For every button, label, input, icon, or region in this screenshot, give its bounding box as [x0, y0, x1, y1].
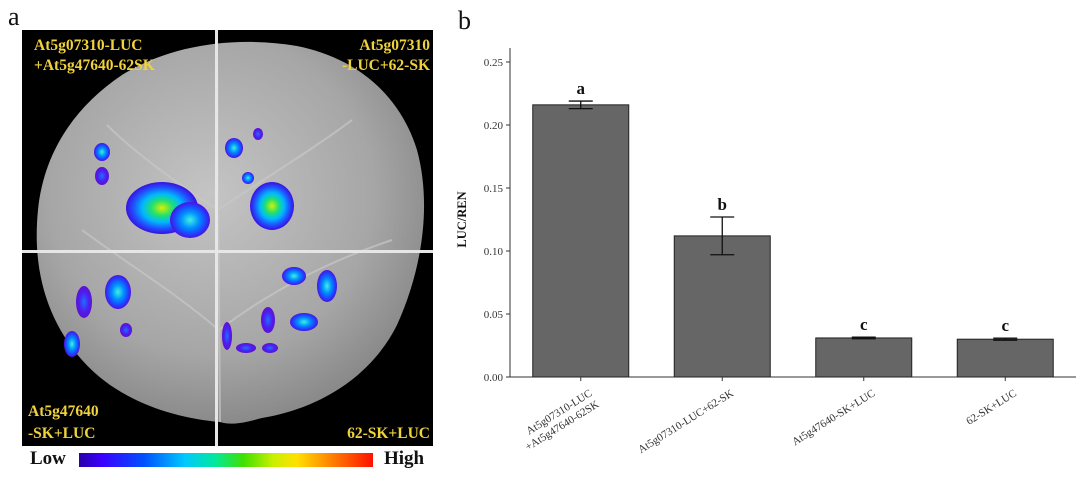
y-tick-label: 0.10: [484, 246, 504, 258]
bar: [532, 104, 630, 378]
intensity-color-scale: [79, 453, 373, 467]
y-tick-label: 0.00: [484, 372, 504, 384]
y-tick-label: 0.15: [484, 183, 504, 195]
quadrant-label-top-left-line2: +At5g47640-62SK: [34, 57, 155, 74]
leaf-shape: [36, 41, 425, 424]
y-tick-label: 0.05: [484, 309, 504, 321]
significance-letter: a: [577, 79, 586, 98]
category-label-line: At5g47640-SK+LUC: [790, 387, 877, 448]
category-label: At5g07310-LUC+At5g47640-62SK: [516, 387, 601, 453]
bar: [815, 337, 913, 378]
quadrant-divider-horizontal: [22, 250, 433, 253]
quadrant-divider-vertical: [215, 30, 218, 446]
quadrant-label-bottom-left-line2: -SK+LUC: [28, 425, 95, 442]
y-tick-label: 0.25: [484, 57, 504, 69]
category-label: 62-SK+LUC: [964, 387, 1019, 427]
quadrant-label-bottom-left-line1: At5g47640: [28, 403, 99, 420]
bar: [673, 235, 771, 378]
panel-a-letter: a: [8, 2, 20, 31]
quadrant-label-top-left-line1: At5g07310-LUC: [34, 37, 143, 54]
panel-b-letter: b: [458, 6, 471, 35]
leaf-luminescence-image: At5g07310-LUC +At5g47640-62SK At5g07310 …: [22, 30, 433, 446]
quadrant-label-top-right-line2: -LUC+62-SK: [342, 57, 430, 74]
category-label: At5g47640-SK+LUC: [790, 387, 877, 448]
luc-ren-bar-chart: 0.00 0.05 0.10 0.15 0.20 0.25 LUC/REN a At5g0731…: [455, 48, 1076, 456]
category-label-line: 62-SK+LUC: [964, 387, 1019, 427]
luminescence-spots: [64, 128, 337, 357]
significance-letter: c: [1001, 316, 1009, 335]
quadrant-label-bottom-right: 62-SK+LUC: [347, 425, 430, 442]
bar: [956, 338, 1054, 378]
significance-letter: b: [718, 195, 727, 214]
quadrant-label-top-right-line1: At5g07310: [359, 37, 430, 54]
y-tick-label: 0.20: [484, 120, 504, 132]
y-axis-title: LUC/REN: [455, 191, 469, 247]
category-label: At5g07310-LUC+62-SK: [636, 387, 736, 456]
category-label-line: At5g07310-LUC+62-SK: [636, 387, 736, 456]
scale-high-label: High: [384, 448, 425, 469]
significance-letter: c: [860, 315, 868, 334]
scale-low-label: Low: [30, 448, 66, 469]
